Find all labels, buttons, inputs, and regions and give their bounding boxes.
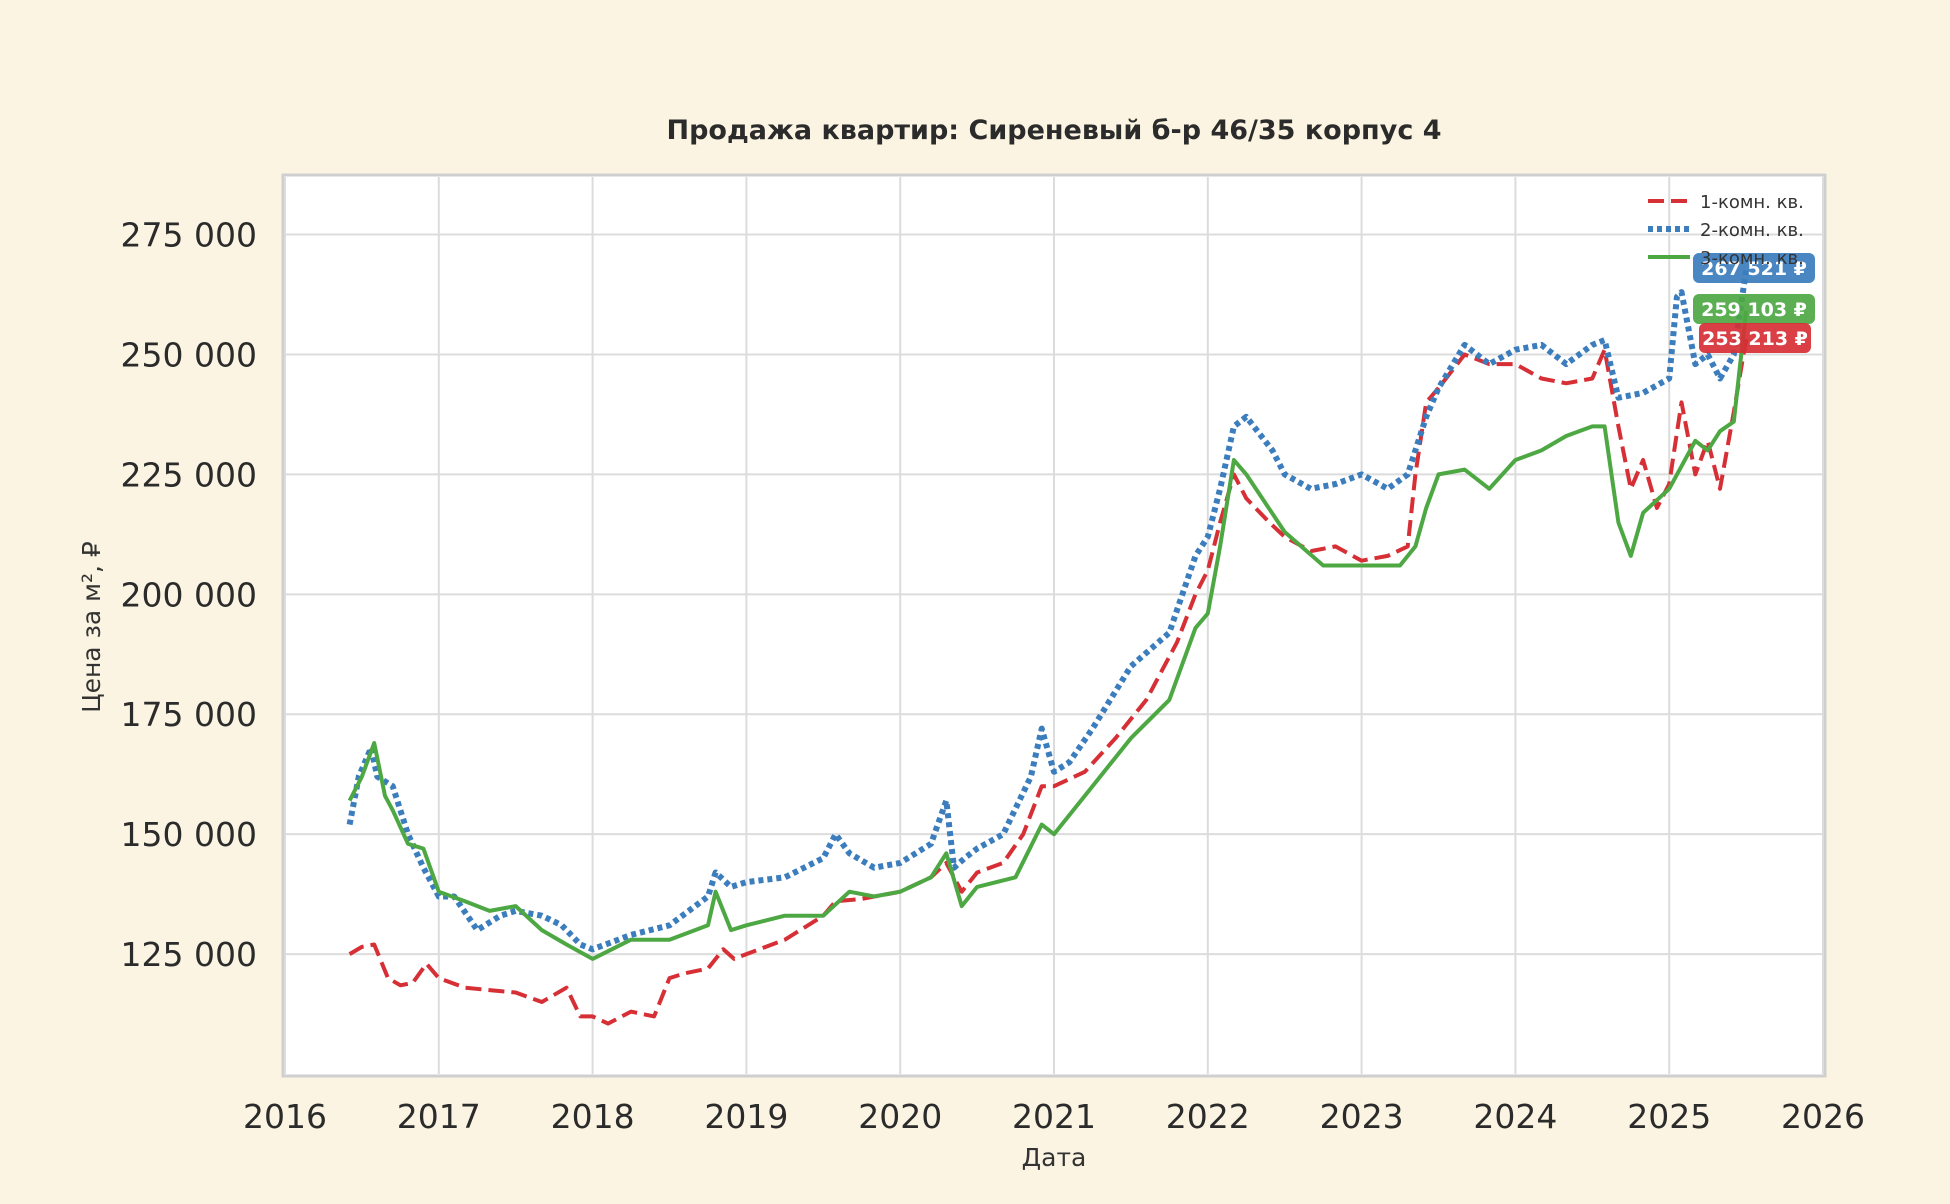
last-value-label: 267 521 ₽ (1701, 258, 1807, 280)
y-tick-label: 275 000 (121, 216, 257, 255)
x-tick-label: 2021 (1012, 1097, 1096, 1136)
legend-label: 1-комн. кв. (1700, 192, 1804, 213)
x-tick-label: 2022 (1166, 1097, 1250, 1136)
legend-label: 2-комн. кв. (1700, 220, 1804, 241)
x-tick-label: 2019 (704, 1097, 788, 1136)
x-tick-label: 2026 (1781, 1097, 1865, 1136)
y-tick-label: 250 000 (121, 335, 257, 374)
last-value-badges: 267 521 ₽ 259 103 ₽ 253 213 ₽ (1693, 253, 1815, 353)
series-line-1 (348, 338, 1749, 1026)
y-tick-label: 150 000 (121, 815, 257, 854)
last-value-label: 253 213 ₽ (1702, 328, 1808, 350)
x-tick-labels: 2016 2017 2018 2019 2020 2021 2022 2023 2024 2025… (243, 1097, 1865, 1136)
x-tick-label: 2017 (397, 1097, 481, 1136)
x-tick-label: 2018 (551, 1097, 635, 1136)
legend: 1-комн. кв. 2-комн. кв. 3-комн. кв. (1648, 192, 1804, 269)
series-lines (346, 269, 1750, 1026)
y-tick-label: 225 000 (121, 455, 257, 494)
series-line-3 (347, 310, 1749, 961)
last-value-badge (1693, 294, 1815, 324)
x-tick-label: 2025 (1627, 1097, 1711, 1136)
grid-lines (284, 177, 1824, 1074)
y-tick-labels: 125 000 150 000 175 000 200 000 225 000 250 0… (121, 216, 257, 975)
chart-title: Продажа квартир: Сиреневый б-р 46/35 кор… (666, 115, 1441, 146)
y-tick-label: 175 000 (121, 695, 257, 734)
last-value-label: 259 103 ₽ (1701, 299, 1807, 321)
y-tick-label: 125 000 (121, 935, 257, 974)
x-tick-label: 2020 (858, 1097, 942, 1136)
last-value-badge (1693, 253, 1815, 283)
y-tick-label: 200 000 (121, 575, 257, 614)
series-line-2 (346, 269, 1750, 953)
legend-label: 3-комн. кв. (1700, 248, 1804, 269)
x-tick-label: 2023 (1320, 1097, 1404, 1136)
y-axis-label: Цена за м², ₽ (77, 541, 106, 713)
last-value-badge (1699, 323, 1811, 353)
x-tick-label: 2024 (1473, 1097, 1557, 1136)
x-tick-label: 2016 (243, 1097, 327, 1136)
x-axis-label: Дата (1022, 1143, 1087, 1172)
